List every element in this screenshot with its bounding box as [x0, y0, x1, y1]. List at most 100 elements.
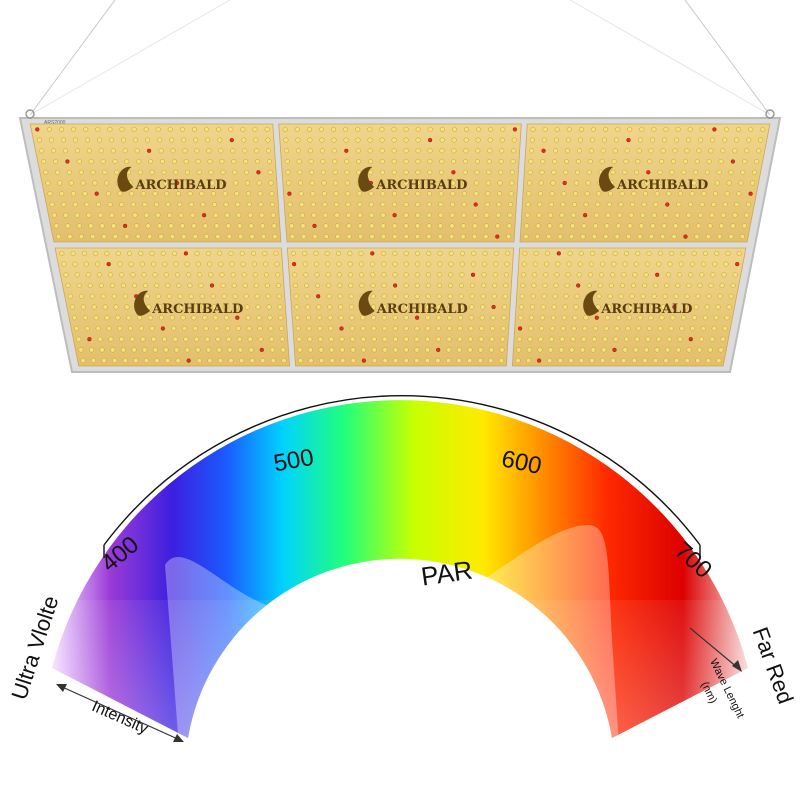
led-white — [461, 212, 467, 218]
led-white — [696, 223, 702, 229]
led-white — [153, 201, 160, 208]
led-white — [544, 250, 551, 256]
led-white — [571, 201, 578, 208]
led-white — [382, 347, 388, 353]
led-white — [355, 148, 361, 154]
led-white — [547, 212, 554, 218]
led-white — [171, 158, 177, 165]
led-white — [716, 358, 722, 364]
led-white — [642, 191, 649, 197]
led-white — [485, 191, 491, 197]
led-white — [470, 282, 476, 289]
led-white — [706, 293, 712, 299]
led-white — [403, 137, 409, 143]
led-white — [488, 126, 494, 132]
led-white — [203, 234, 210, 240]
led-white — [240, 261, 246, 267]
led-white — [635, 250, 641, 256]
led-white — [68, 180, 74, 186]
led-white — [547, 223, 553, 229]
led-white — [111, 293, 117, 299]
led-white — [72, 201, 78, 208]
led-white — [629, 293, 635, 299]
led-white — [46, 126, 52, 132]
led-white — [154, 282, 160, 289]
led-white — [109, 282, 115, 289]
brand-logo: ARCHIBALD — [134, 290, 243, 317]
led-white — [590, 126, 597, 132]
led-white — [86, 148, 92, 154]
led-white — [486, 169, 492, 175]
led-white — [509, 180, 515, 186]
led-white — [691, 250, 697, 256]
led-white — [481, 282, 487, 289]
led-white — [561, 315, 567, 321]
led-white — [523, 234, 529, 240]
led-white — [706, 158, 712, 165]
led-white — [361, 347, 367, 353]
led-white — [39, 148, 45, 154]
led-white — [173, 261, 179, 267]
led-white — [677, 191, 684, 197]
led-white — [471, 250, 477, 256]
wavelength-scale-arc — [103, 394, 701, 546]
led-white — [381, 315, 388, 321]
led-white — [78, 347, 84, 353]
led-white — [415, 223, 421, 229]
led-white — [215, 336, 221, 342]
led-white — [393, 347, 399, 353]
led-white — [736, 191, 742, 197]
led-white — [181, 137, 187, 143]
led-white — [191, 223, 197, 229]
led-white — [67, 234, 73, 240]
led-white — [599, 158, 605, 165]
led-white — [657, 250, 663, 256]
led-white — [483, 223, 489, 229]
led-white — [94, 261, 101, 267]
led-white — [437, 223, 444, 229]
led-white — [578, 358, 584, 364]
led-white — [360, 315, 366, 321]
led-white — [313, 261, 320, 267]
led-white — [586, 169, 592, 175]
led-white — [479, 325, 485, 332]
led-white — [501, 304, 508, 310]
led-white — [611, 261, 617, 267]
led-white — [325, 272, 331, 278]
led-white — [549, 325, 555, 332]
led-white — [676, 201, 682, 208]
led-white — [474, 169, 480, 175]
led-white — [450, 180, 456, 186]
led-white — [438, 180, 444, 186]
led-white — [403, 169, 409, 175]
led-red — [201, 213, 207, 218]
led-white — [222, 191, 228, 197]
led-white — [218, 261, 224, 267]
led-white — [145, 223, 151, 229]
led-white — [719, 282, 725, 289]
led-white — [504, 261, 510, 267]
led-white — [369, 212, 375, 218]
led-red — [235, 315, 240, 320]
led-white — [710, 137, 716, 143]
led-white — [427, 126, 433, 132]
led-white — [438, 169, 445, 175]
led-white — [156, 223, 163, 229]
led-white — [449, 201, 456, 208]
led-white — [524, 223, 530, 229]
led-white — [209, 180, 215, 186]
led-white — [117, 191, 123, 197]
led-white — [235, 325, 241, 332]
led-white — [568, 358, 574, 364]
led-white — [254, 158, 261, 165]
led-white — [380, 234, 386, 240]
led-white — [299, 212, 305, 218]
led-white — [469, 293, 475, 299]
led-red — [94, 191, 99, 196]
led-white — [194, 336, 200, 342]
led-white — [393, 358, 399, 364]
led-white — [90, 358, 97, 364]
led-white — [565, 137, 571, 143]
far-red-label: Far Red — [748, 624, 799, 707]
brand-logo: ARCHIBALD — [117, 166, 227, 193]
